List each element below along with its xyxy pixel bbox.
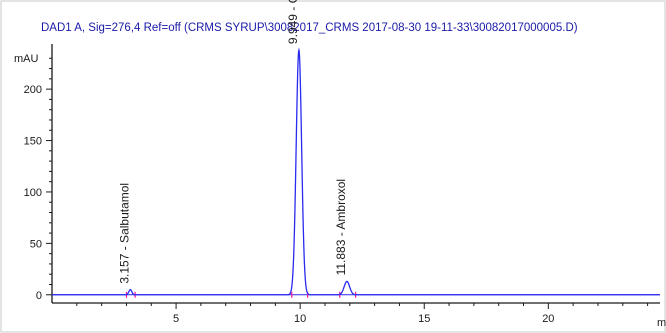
x-axis-unit-label-partial: m bbox=[657, 317, 666, 329]
y-axis-unit-label: mAU bbox=[14, 53, 39, 65]
x-tick-label: 20 bbox=[542, 313, 554, 325]
y-tick-label: 100 bbox=[24, 187, 42, 199]
peak-label: 11.883 - Ambroxol bbox=[334, 179, 348, 276]
peak-labels: 3.157 - Salbutamol 9.949 - Guaifenesin 11.… bbox=[117, 0, 348, 284]
signal-trace-group bbox=[52, 47, 660, 296]
axes bbox=[51, 44, 660, 304]
x-tick-label: 5 bbox=[173, 313, 179, 325]
x-tick-label: 10 bbox=[294, 313, 306, 325]
chart-title: DAD1 A, Sig=276,4 Ref=off (CRMS SYRUP\30… bbox=[41, 22, 578, 34]
peak-label: 3.157 - Salbutamol bbox=[117, 183, 131, 284]
y-tick-label: 50 bbox=[30, 238, 42, 250]
peak-label: 9.949 - Guaifenesin bbox=[286, 0, 300, 44]
y-tick-label: 150 bbox=[24, 136, 42, 148]
y-tick-label: 200 bbox=[24, 84, 42, 96]
y-tick-label: 0 bbox=[36, 290, 42, 302]
signal-trace bbox=[52, 47, 660, 296]
x-tick-label: 15 bbox=[418, 313, 430, 325]
axis-ticks: 0 50 100 150 200 5 10 15 20 bbox=[24, 57, 649, 325]
